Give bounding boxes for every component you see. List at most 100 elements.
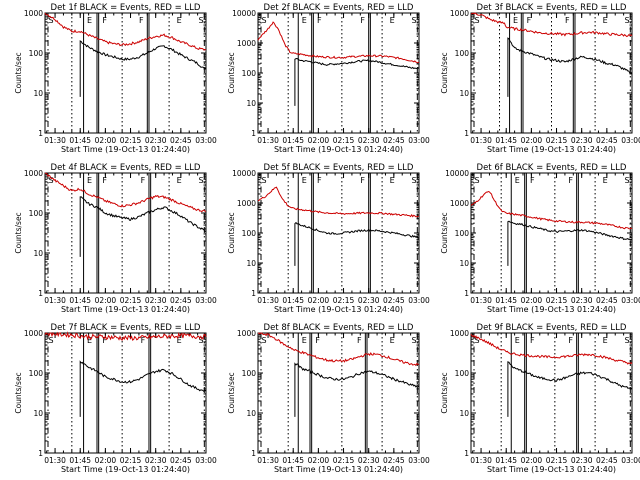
x-tick-label: 02:45 (596, 456, 618, 465)
x-tick-label: 01:45 (495, 296, 517, 305)
series-lld-line (44, 12, 207, 51)
x-tick-label: 01:30 (44, 296, 66, 305)
x-tick-label: 01:30 (470, 296, 492, 305)
x-tick-label: 02:30 (145, 296, 167, 305)
series-lld-line (470, 334, 633, 365)
y-tick-label: 1000 (24, 9, 43, 18)
region-label: F (360, 16, 365, 25)
x-tick-label: 02:30 (571, 136, 593, 145)
panel-det-2: Det 2f BLACK = Events, RED = LLD 1 10 100 10… (227, 3, 430, 154)
panel-det-8: Det 8f BLACK = Events, RED = LLD 1 10 100 10… (227, 323, 430, 474)
y-tick-label: 100 (242, 369, 257, 378)
series-lld-line (44, 172, 206, 213)
panel-det-3: Det 3f BLACK = Events, RED = LLD 1 10 100 10… (440, 3, 640, 154)
region-label: S (261, 176, 266, 185)
region-label: S (411, 16, 416, 25)
region-label: E (513, 16, 518, 25)
x-tick-label: 03:00 (195, 456, 217, 465)
series-lld-line (44, 331, 207, 341)
region-label: S (624, 176, 629, 185)
panel-title: Det 8f BLACK = Events, RED = LLD (264, 323, 414, 333)
y-axis-label: Counts/sec (14, 52, 23, 93)
y-tick-label: 100 (29, 209, 44, 218)
x-tick-label: 01:30 (470, 456, 492, 465)
x-tick-label: 02:15 (120, 296, 142, 305)
y-tick-label: 10 (459, 259, 469, 268)
region-label: E (390, 336, 395, 345)
x-tick-label: 02:15 (120, 136, 142, 145)
region-label: E (87, 16, 92, 25)
region-label: E (177, 16, 182, 25)
x-tick-label: 03:00 (195, 296, 217, 305)
region-label: S (261, 336, 266, 345)
x-tick-label: 02:45 (596, 136, 618, 145)
region-label: F (102, 16, 107, 25)
x-axis-label: Start Time (19-Oct-13 01:24:40) (487, 465, 616, 474)
panel-title: Det 6f BLACK = Events, RED = LLD (477, 163, 627, 173)
region-label: F (141, 336, 146, 345)
plot-frame (257, 332, 420, 454)
region-label: S (411, 336, 416, 345)
plot-frame (257, 12, 420, 134)
x-tick-label: 02:45 (596, 296, 618, 305)
series-events-line (507, 220, 633, 266)
region-label: E (515, 336, 520, 345)
x-tick-label: 02:45 (383, 296, 405, 305)
region-label: F (357, 336, 362, 345)
region-label: E (177, 176, 182, 185)
series-events-line (294, 57, 420, 106)
x-tick-label: 02:45 (170, 296, 192, 305)
region-label: F (317, 176, 322, 185)
series-lld-line (257, 186, 420, 218)
y-tick-label: 1 (38, 129, 43, 138)
series-events-line (294, 221, 420, 266)
region-label: S (48, 336, 53, 345)
y-tick-label: 1 (464, 129, 469, 138)
series-lld-line (470, 190, 633, 230)
region-label: E (302, 176, 307, 185)
y-tick-label: 10 (246, 99, 256, 108)
y-tick-label: 1 (38, 289, 43, 298)
x-tick-label: 02:30 (358, 456, 380, 465)
region-label: S (474, 176, 479, 185)
region-label: E (603, 16, 608, 25)
panel-title: Det 9f BLACK = Events, RED = LLD (477, 323, 627, 333)
y-axis-label: Counts/sec (440, 52, 449, 93)
y-tick-label: 100 (242, 229, 257, 238)
region-label: E (177, 336, 182, 345)
x-tick-label: 02:00 (95, 296, 117, 305)
panel-det-7: Det 7f BLACK = Events, RED = LLD 1 10 100 10… (14, 323, 217, 474)
x-axis-label: Start Time (19-Oct-13 01:24:40) (487, 145, 616, 154)
x-axis-label: Start Time (19-Oct-13 01:24:40) (274, 305, 403, 314)
region-label: E (390, 16, 395, 25)
series-events-line (507, 37, 633, 97)
x-tick-label: 01:30 (257, 136, 279, 145)
series-lld-line (257, 21, 420, 64)
x-tick-label: 01:45 (69, 136, 91, 145)
y-tick-label: 10 (33, 89, 43, 98)
x-tick-label: 02:45 (383, 136, 405, 145)
series-events-line (294, 362, 420, 417)
y-tick-label: 1000 (450, 199, 469, 208)
x-tick-label: 01:30 (44, 456, 66, 465)
region-label: S (624, 16, 629, 25)
y-tick-label: 1000 (24, 329, 43, 338)
x-tick-label: 01:30 (257, 456, 279, 465)
x-tick-label: 03:00 (408, 456, 430, 465)
x-tick-label: 02:30 (571, 296, 593, 305)
plot-frame (44, 12, 207, 134)
region-label: F (317, 16, 322, 25)
y-tick-label: 100 (242, 69, 257, 78)
x-tick-label: 02:00 (95, 456, 117, 465)
x-tick-label: 02:30 (358, 296, 380, 305)
y-tick-label: 10 (459, 89, 469, 98)
y-tick-label: 1000 (237, 39, 256, 48)
plot-frame (44, 172, 207, 294)
y-axis-label: Counts/sec (440, 372, 449, 413)
x-tick-label: 02:45 (170, 136, 192, 145)
series-lld-line (257, 332, 420, 367)
x-tick-label: 01:45 (495, 136, 517, 145)
y-tick-label: 1 (464, 289, 469, 298)
x-tick-label: 02:15 (546, 296, 568, 305)
